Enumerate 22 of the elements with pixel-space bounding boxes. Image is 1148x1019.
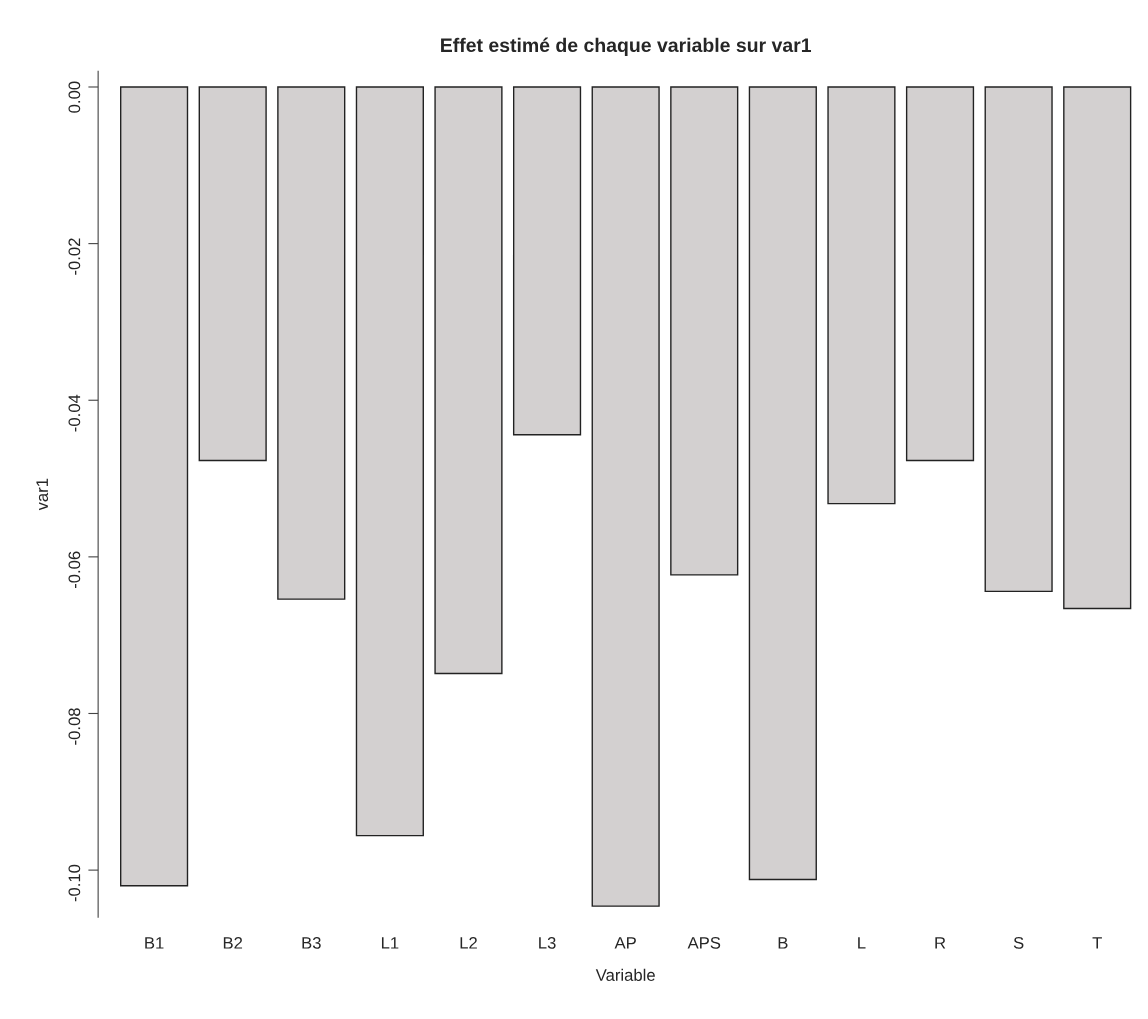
y-tick-label: -0.08: [68, 708, 81, 745]
x-tick-label: T: [1092, 937, 1102, 949]
x-tick-label: S: [1013, 936, 1024, 949]
x-tick-label: B3: [302, 936, 321, 949]
y-tick-label: -0.04: [68, 394, 81, 432]
x-tick-label: B2: [223, 936, 243, 949]
x-tick-label: L2: [460, 936, 477, 949]
x-tick-label: AP: [614, 937, 636, 949]
y-axis-title: var1: [36, 478, 49, 511]
x-tick-label: L3: [539, 936, 556, 949]
x-tick-label: APS: [687, 936, 721, 949]
chart-title: Effet estimé de chaque variable sur var1: [441, 37, 812, 56]
y-tick-label: -0.10: [68, 864, 81, 902]
x-tick-label: B1: [145, 937, 164, 949]
x-tick-label: B: [778, 937, 788, 949]
x-tick-label: L1: [381, 937, 399, 949]
y-tick-label: -0.02: [68, 238, 81, 275]
x-axis-title: Variable: [595, 968, 655, 981]
y-tick-label: 0.00: [68, 81, 81, 113]
x-tick-label: L: [858, 937, 866, 949]
y-tick-label: -0.06: [68, 551, 81, 589]
x-tick-label: R: [935, 937, 946, 949]
